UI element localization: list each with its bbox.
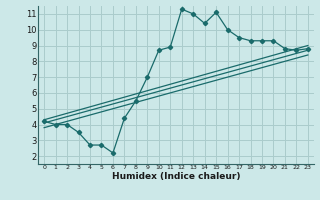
X-axis label: Humidex (Indice chaleur): Humidex (Indice chaleur) bbox=[112, 172, 240, 181]
